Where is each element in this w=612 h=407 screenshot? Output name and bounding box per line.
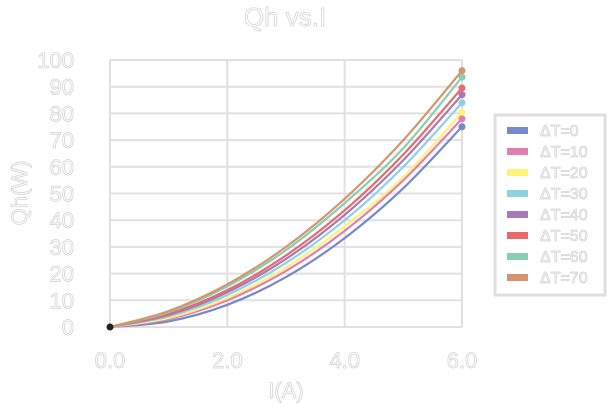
legend-label-0: ΔT=0 [540,123,579,140]
legend-label-3: ΔT=30 [540,186,588,203]
series-line-6 [109,76,463,329]
legend-label-1: ΔT=10 [540,144,588,161]
x-tick-label: 2.0 [212,348,243,373]
series-end-marker-3 [458,99,466,107]
origin-marker [106,323,114,331]
y-tick-label: 60 [50,155,74,180]
legend-label-7: ΔT=70 [540,270,588,287]
y-tick-label: 20 [50,262,74,287]
chart-title: Qh vs.I [244,2,326,32]
legend-swatch-6 [507,253,528,260]
series-end-marker-4 [458,91,466,99]
y-tick-label: 70 [50,128,74,153]
series-end-marker-2 [458,108,466,116]
legend-swatch-3 [507,190,528,197]
x-tick-label: 4.0 [329,348,360,373]
x-tick-label: 0.0 [95,348,126,373]
series-end-marker-7 [458,67,466,75]
y-tick-label: 80 [50,101,74,126]
x-axis-label: I(A) [268,378,303,403]
y-tick-label: 10 [50,288,74,313]
y-tick-label: 50 [50,182,74,207]
legend-swatch-5 [507,232,528,239]
series-line-5 [109,87,463,329]
y-tick-label: 0 [62,315,74,340]
y-tick-label: 90 [50,75,74,100]
legend-label-6: ΔT=60 [540,249,588,266]
series-end-marker-5 [458,84,466,92]
series-line-3 [109,101,463,329]
series-end-marker-1 [458,115,466,123]
y-axis-label: Qh(W) [7,161,32,226]
series-end-marker-0 [458,123,466,131]
legend-label-5: ΔT=50 [540,228,588,245]
y-tick-label: 100 [37,48,74,73]
legend-swatch-0 [507,127,528,134]
series-line-0 [109,125,463,329]
series-line-1 [109,117,463,329]
series-line-2 [109,111,463,329]
legend-swatch-7 [507,274,528,281]
legend: ΔT=0 ΔT=10 ΔT=20 ΔT=30 ΔT=40 ΔT=50 ΔT=60 ΔT=70 [493,113,607,297]
legend-swatch-4 [507,211,528,218]
series-line-7 [109,69,463,329]
legend-label-4: ΔT=40 [540,207,588,224]
series-end-marker-6 [458,73,466,81]
legend-box [493,113,607,297]
legend-swatch-2 [507,169,528,176]
legend-label-2: ΔT=20 [540,165,588,182]
y-tick-label: 30 [50,235,74,260]
legend-swatch-1 [507,148,528,155]
x-tick-label: 6.0 [447,348,478,373]
y-tick-label: 40 [50,208,74,233]
series-line-4 [109,93,463,329]
